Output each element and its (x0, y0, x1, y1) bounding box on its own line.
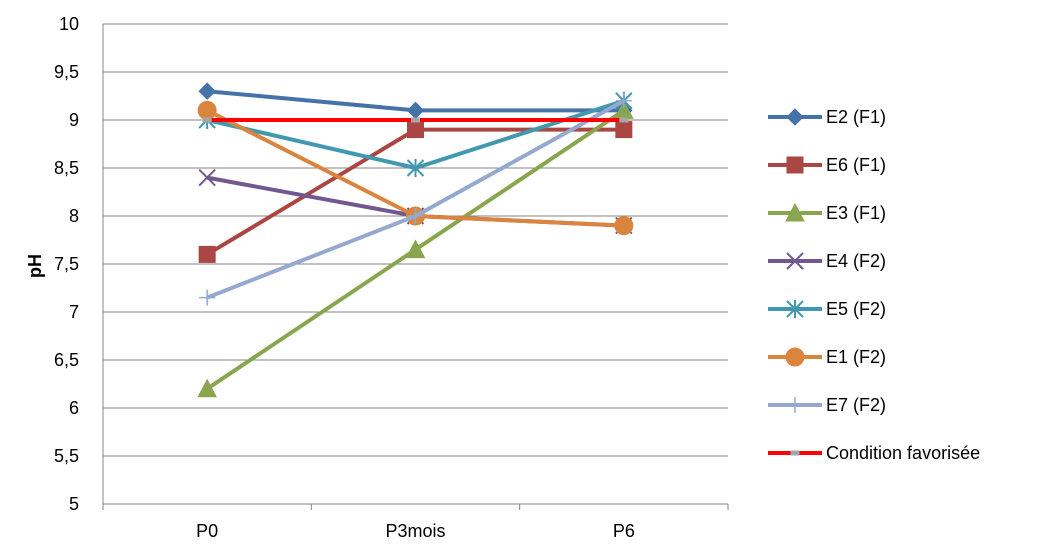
y-tick-label: 9 (69, 110, 79, 130)
series-3 (197, 100, 634, 398)
legend-label: E3 (F1) (826, 203, 886, 223)
data-point-marker (615, 92, 632, 109)
x-tick-label: P0 (196, 521, 218, 541)
legend-label: E4 (F2) (826, 251, 886, 271)
data-point-marker (405, 239, 426, 259)
y-tick-label: 7 (69, 302, 79, 322)
legend: E2 (F1) E6 (F1) E3 (F1) E4 (F2) E5 (F2) E1 (F… (768, 107, 980, 463)
y-tick-label: 10 (59, 14, 79, 34)
legend-swatch-marker (790, 450, 800, 456)
legend-label: E5 (F2) (826, 299, 886, 319)
y-axis-tick-labels: 5 5,5 6 6,5 7 7,5 8 8,5 9 9,5 10 (54, 14, 79, 514)
data-point-marker (407, 208, 424, 224)
y-tick-label: 8,5 (54, 158, 79, 178)
data-point-marker (202, 117, 212, 123)
data-point-marker (198, 245, 216, 263)
x-axis-tick-labels: P0 P3mois P6 (196, 521, 635, 541)
data-point-marker (411, 117, 420, 123)
legend-item: E4 (F2) (768, 251, 886, 271)
data-point-marker (199, 289, 216, 306)
y-tick-label: 5 (69, 494, 79, 514)
data-point-marker (406, 101, 425, 120)
y-tick-label: 6 (69, 398, 79, 418)
legend-label: E7 (F2) (826, 395, 886, 415)
legend-item: E5 (F2) (768, 299, 886, 319)
data-point-marker (198, 82, 216, 100)
legend-swatch-marker (786, 300, 804, 318)
series-lines (197, 82, 634, 398)
data-point-marker (614, 216, 634, 236)
legend-swatch-marker (787, 397, 803, 413)
legend-swatch-marker (786, 108, 804, 126)
legend-swatch-marker (785, 202, 805, 222)
series-1 (198, 82, 633, 120)
series-8 (202, 117, 629, 123)
y-tick-label: 6,5 (54, 350, 79, 370)
legend-swatch-marker (786, 252, 804, 270)
legend-label: E1 (F2) (826, 347, 886, 367)
legend-item: Condition favorisée (768, 443, 980, 463)
legend-swatch-marker (785, 347, 805, 367)
series-line (206, 127, 624, 257)
y-tick-label: 9,5 (54, 62, 79, 82)
y-tick-label: 8 (69, 206, 79, 226)
series-2 (198, 121, 633, 263)
data-point-marker (615, 121, 633, 139)
data-point-marker (198, 168, 216, 187)
data-point-marker (197, 378, 217, 398)
legend-item: E2 (F1) (768, 107, 886, 127)
legend-item: E3 (F1) (768, 202, 886, 223)
x-tick-label: P3mois (385, 521, 445, 541)
x-tick-label: P6 (613, 521, 635, 541)
y-tick-label: 7,5 (54, 254, 79, 274)
data-point-marker (406, 159, 425, 177)
legend-label: E2 (F1) (826, 107, 886, 127)
data-point-marker (407, 121, 424, 139)
gridlines (102, 23, 729, 510)
legend-label: Condition favorisée (826, 443, 980, 463)
legend-item: E1 (F2) (768, 347, 886, 367)
legend-label: E6 (F1) (826, 155, 886, 175)
y-axis-title: pH (25, 254, 45, 278)
data-point-marker (619, 117, 629, 123)
series-7 (199, 92, 632, 306)
legend-item: E7 (F2) (768, 395, 886, 415)
legend-item: E6 (F1) (768, 155, 886, 175)
y-tick-label: 5,5 (54, 446, 79, 466)
data-point-marker (197, 100, 217, 120)
legend-swatch-marker (786, 156, 804, 174)
